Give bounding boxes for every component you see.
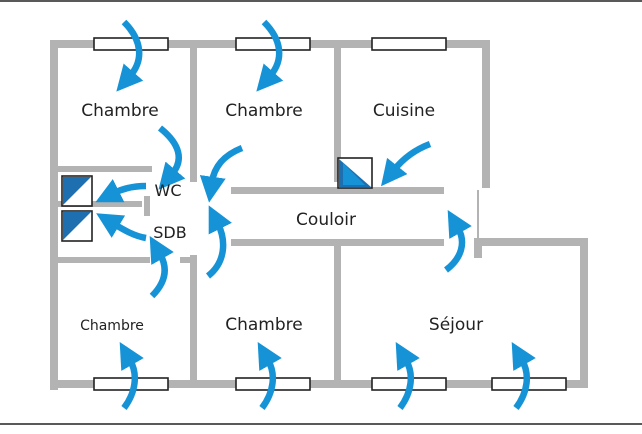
airflow-arrow-icon xyxy=(395,341,420,410)
room-label-wc: WC xyxy=(155,181,182,200)
room-label-chambre-bottom-left: Chambre xyxy=(80,318,144,334)
airflow-arrow-icon xyxy=(205,205,232,279)
extraction-vent-icon-fill xyxy=(63,212,91,240)
wall-sdb-bottom-left xyxy=(54,257,150,263)
airflow-arrow-icon xyxy=(116,19,144,92)
wall-door-stub xyxy=(474,238,482,258)
wall-corridor-top xyxy=(231,187,444,194)
extraction-vent-icon-fill xyxy=(63,177,91,205)
room-label-cuisine: Cuisine xyxy=(373,101,435,121)
room-label-chambre-bottom-mid: Chambre xyxy=(225,315,303,335)
airflow-arrow-icon xyxy=(257,341,282,410)
wall-right-step xyxy=(474,238,587,246)
wall-interior-mid-bottom xyxy=(334,242,341,384)
window-air-inlet-icon xyxy=(93,37,169,51)
airflow-arrow-icon xyxy=(443,209,472,273)
window-air-inlet-icon xyxy=(371,37,447,51)
wall-wc-stub xyxy=(144,196,150,216)
wall-interior-mid-top xyxy=(334,44,341,182)
extraction-vent-icon-inner xyxy=(343,163,365,185)
wall-wc-top xyxy=(54,166,152,172)
wall-left xyxy=(50,40,58,390)
wall-bottom xyxy=(50,380,587,388)
wall-wc-sdb-divider xyxy=(54,201,142,207)
room-label-chambre-top-left: Chambre xyxy=(81,101,159,121)
wall-corridor-bottom xyxy=(231,239,444,246)
wall-interior-left-top xyxy=(190,44,197,182)
airflow-arrow-icon xyxy=(511,341,536,410)
wall-right-upper xyxy=(482,40,490,188)
wall-interior-left-bottom xyxy=(190,255,197,385)
room-label-chambre-top-mid: Chambre xyxy=(225,101,303,121)
wall-right-lower xyxy=(580,238,588,388)
wall-sdb-bottom-right xyxy=(180,257,194,263)
airflow-arrows xyxy=(95,19,536,410)
airflow-arrow-icon xyxy=(149,235,174,299)
airflow-arrow-icon xyxy=(157,125,186,190)
airflow-arrow-icon xyxy=(95,179,147,203)
room-label-sdb: SDB xyxy=(153,223,186,242)
inlet-vents xyxy=(93,37,567,391)
room-label-couloir: Couloir xyxy=(296,210,356,230)
airflow-arrow-icon xyxy=(119,341,144,410)
extraction-unit-wc xyxy=(61,175,93,207)
airflow-arrow-icon xyxy=(381,140,432,187)
airflow-arrow-icon xyxy=(96,213,147,242)
extraction-unit-sdb xyxy=(61,210,93,242)
extraction-unit-cuisine xyxy=(337,157,373,189)
airflow-arrow-icon xyxy=(199,144,244,203)
room-label-sejour: Séjour xyxy=(429,315,483,335)
airflow-arrow-icon xyxy=(256,19,284,92)
